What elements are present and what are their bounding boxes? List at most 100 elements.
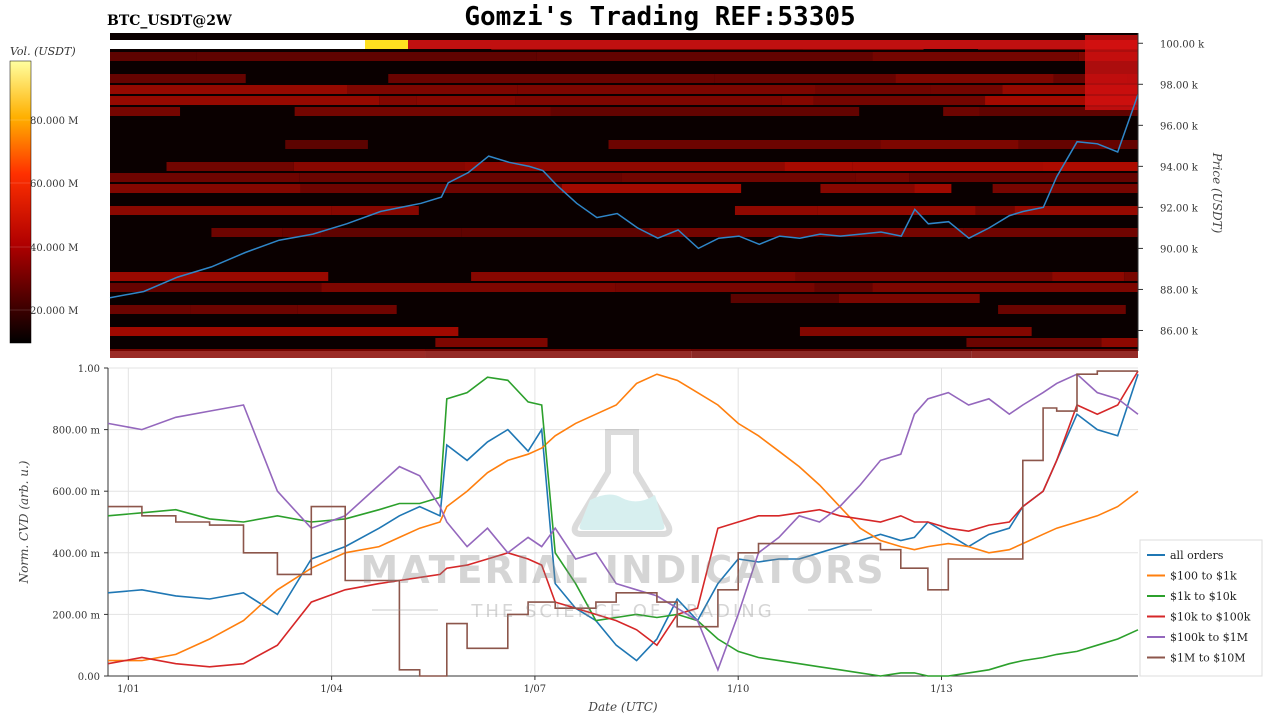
liquidity-band [110,206,332,215]
liquidity-band [517,85,816,94]
liquidity-band [943,107,980,116]
liquidity-band [110,107,181,116]
cvd-y-tick-label: 400.00 m [52,549,100,560]
cvd-x-tick-label: 1/04 [320,684,342,695]
liquidity-band [166,162,294,171]
cvd-y-tick-label: 600.00 m [52,487,100,498]
liquidity-band [714,74,896,83]
liquidity-band [461,228,650,237]
cvd-y-tick-label: 200.00 m [52,610,100,621]
liquidity-band [930,85,1003,94]
heatmap-y-tick-label: 94.00 k [1160,162,1199,173]
liquidity-band [293,162,465,171]
liquidity-band [347,85,518,94]
liquidity-band [297,305,397,314]
liquidity-band [608,140,881,149]
liquidity-band [1101,338,1138,347]
liquidity-band [691,349,972,358]
liquidity-band [852,162,1043,171]
cvd-y-tick-label: 1.00 [78,364,100,375]
liquidity-band [909,173,1138,182]
liquidity-band [730,294,839,303]
liquidity-band [515,96,782,105]
liquidity-band [110,184,301,193]
colorbar-tick-label: 20.000 M [30,306,78,317]
liquidity-band [855,173,910,182]
cvd-x-tick-label: 1/01 [117,684,139,695]
liquidity-band [872,52,1079,61]
liquidity-band [817,206,976,215]
liquidity-band [190,305,298,314]
legend-entry: all orders [1170,549,1224,562]
liquidity-band [550,107,860,116]
liquidity-band [992,184,1138,193]
heatmap-y-tick-label: 92.00 k [1160,203,1199,214]
liquidity-band [110,327,459,336]
liquidity-band [464,162,785,171]
liquidity-band [1002,85,1138,94]
liquidity-band [471,272,796,281]
liquidity-band [795,272,1053,281]
heatmap-y-tick-label: 90.00 k [1160,244,1199,255]
liquidity-band [536,52,873,61]
liquidity-band [110,173,300,182]
liquidity-band [110,305,191,314]
liquidity-band [435,338,548,347]
cvd-plot-area [108,368,1138,676]
liquidity-band [1124,272,1138,281]
legend-entry: $1M to $10M [1170,652,1246,665]
cvd-x-tick-label: 1/10 [727,684,749,695]
cvd-x-axis-label: Date (UTC) [587,700,657,714]
liquidity-band [979,107,1138,116]
liquidity-band [1018,140,1138,149]
liquidity-band [425,349,692,358]
liquidity-hotspot [365,40,408,49]
liquidity-band [814,283,873,292]
watermark-line2: THE SCIENCE OF TRADING [470,601,774,622]
liquidity-band [895,74,1054,83]
liquidity-band [615,283,815,292]
liquidity-band-resistance [1085,35,1138,110]
colorbar-tick-label: 80.000 M [30,116,78,127]
liquidity-band [110,349,426,358]
liquidity-band [998,305,1126,314]
flask-icon [571,429,673,537]
legend-entry: $10k to $100k [1170,611,1251,624]
legend: all orders $100 to $1k $1k to $10k $10k to … [1139,539,1263,677]
cvd-y-tick-label: 800.00 m [52,426,100,437]
colorbar [9,60,32,344]
heatmap-y-tick-label: 96.00 k [1160,121,1199,132]
liquidity-band-top-right [408,40,1138,49]
liquidity-band [838,294,980,303]
colorbar-label: Vol. (USDT) [10,45,76,58]
legend-entry: $100k to $1M [1170,631,1248,644]
legend-entry: $100 to $1k [1170,570,1237,583]
watermark: MATERIAL INDICATORS THE SCIENCE OF TRADI… [360,429,885,622]
heatmap-y-tick-label: 98.00 k [1160,80,1199,91]
liquidity-band [985,96,1138,105]
liquidity-band [211,228,283,237]
liquidity-band [110,283,322,292]
liquidity-band [321,228,462,237]
liquidity-band [914,184,952,193]
cvd-panel: 0.00 200.00 m 400.00 m 600.00 m 800.00 m 1.00… [52,364,1139,695]
symbol-label: BTC_USDT@2W [107,13,232,29]
liquidity-band [282,228,322,237]
liquidity-band [784,162,853,171]
liquidity-band [781,96,814,105]
liquidity-band [815,85,931,94]
watermark-line1: MATERIAL INDICATORS [360,548,885,592]
colorbar-tick-label: 60.000 M [30,179,78,190]
liquidity-band [734,206,818,215]
liquidity-band-top [110,40,365,49]
series-line-0 [107,373,1139,662]
liquidity-band [1014,206,1138,215]
liquidity-band [649,228,964,237]
liquidity-band [416,96,516,105]
liquidity-band [799,327,1032,336]
heatmap-y-tick-label: 86.00 k [1160,326,1199,337]
liquidity-band [872,283,1138,292]
price-line [109,94,1139,299]
liquidity-band [285,140,368,149]
